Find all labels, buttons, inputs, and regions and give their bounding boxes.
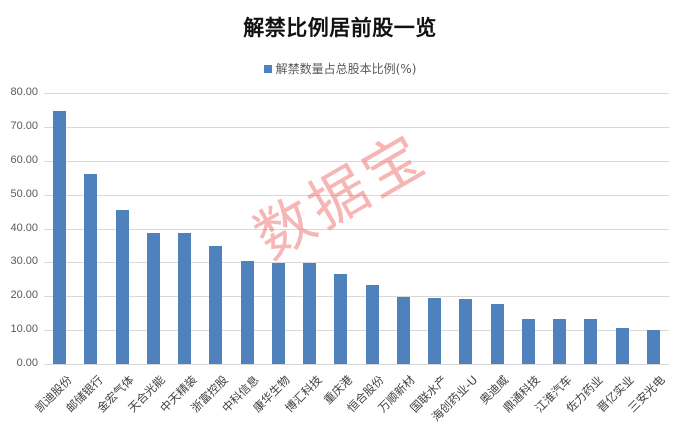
legend-swatch-icon bbox=[263, 65, 272, 73]
gridline bbox=[44, 330, 669, 332]
bar bbox=[521, 318, 535, 364]
bar bbox=[53, 110, 67, 364]
bar bbox=[240, 261, 254, 364]
bar bbox=[334, 274, 348, 364]
bar bbox=[646, 329, 660, 364]
gridline bbox=[44, 126, 669, 128]
bar bbox=[428, 297, 442, 364]
y-tick-label: 60.00 bbox=[10, 153, 38, 166]
chart-legend: 解禁数量占总股本比例(%) bbox=[0, 60, 680, 77]
bar bbox=[271, 263, 285, 364]
gridline bbox=[44, 262, 669, 264]
bar bbox=[615, 327, 629, 364]
y-tick-label: 80.00 bbox=[10, 86, 38, 98]
bar bbox=[84, 173, 98, 364]
gridline bbox=[44, 296, 669, 298]
y-tick-label: 50.00 bbox=[10, 187, 38, 200]
y-tick-label: 20.00 bbox=[10, 289, 38, 302]
gridline bbox=[44, 194, 669, 196]
chart-title: 解禁比例居前股一览 bbox=[243, 16, 437, 40]
bar bbox=[490, 304, 504, 364]
bar bbox=[209, 246, 223, 364]
y-tick-label: 10.00 bbox=[10, 323, 38, 336]
y-tick-label: 0.00 bbox=[16, 357, 38, 369]
gridline bbox=[44, 160, 669, 162]
bar bbox=[303, 263, 317, 364]
bar bbox=[178, 233, 192, 364]
gridline bbox=[44, 228, 669, 230]
bar bbox=[365, 285, 379, 364]
bar bbox=[146, 233, 160, 364]
y-tick-label: 70.00 bbox=[10, 119, 38, 132]
bar bbox=[553, 318, 567, 364]
bar bbox=[459, 298, 473, 364]
bar bbox=[115, 210, 129, 364]
y-tick-label: 40.00 bbox=[10, 221, 38, 234]
y-tick-label: 30.00 bbox=[10, 255, 38, 268]
plot-area bbox=[44, 93, 669, 365]
legend-label: 解禁数量占总股本比例(%) bbox=[275, 62, 417, 76]
bar bbox=[584, 318, 598, 364]
gridline bbox=[44, 364, 669, 365]
gridline bbox=[44, 93, 669, 94]
bar bbox=[396, 296, 410, 364]
